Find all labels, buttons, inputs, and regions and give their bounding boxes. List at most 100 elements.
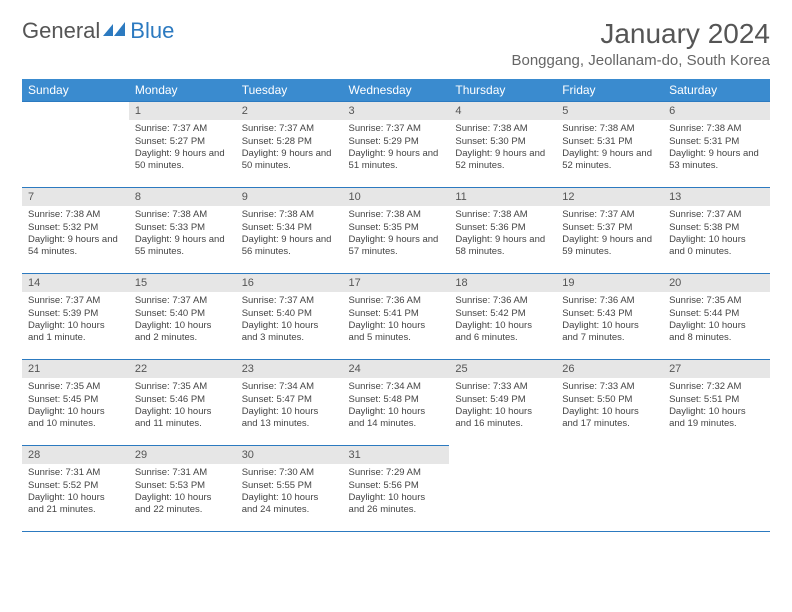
day-details: Sunrise: 7:33 AMSunset: 5:50 PMDaylight:… [556,378,663,434]
day-details: Sunrise: 7:37 AMSunset: 5:29 PMDaylight:… [343,120,450,176]
logo-text-blue: Blue [130,18,174,44]
day-cell: 12Sunrise: 7:37 AMSunset: 5:37 PMDayligh… [556,187,663,273]
day-number: 18 [449,273,556,292]
day-number: 2 [236,101,343,120]
weekday-header: Tuesday [236,79,343,101]
weekday-header-row: Sunday Monday Tuesday Wednesday Thursday… [22,79,770,101]
day-cell: 1Sunrise: 7:37 AMSunset: 5:27 PMDaylight… [129,101,236,187]
day-cell: 26Sunrise: 7:33 AMSunset: 5:50 PMDayligh… [556,359,663,445]
day-number: 13 [663,187,770,206]
day-details: Sunrise: 7:37 AMSunset: 5:39 PMDaylight:… [22,292,129,348]
day-cell: 22Sunrise: 7:35 AMSunset: 5:46 PMDayligh… [129,359,236,445]
day-cell: 18Sunrise: 7:36 AMSunset: 5:42 PMDayligh… [449,273,556,359]
day-number: 21 [22,359,129,378]
day-cell: 8Sunrise: 7:38 AMSunset: 5:33 PMDaylight… [129,187,236,273]
day-details: Sunrise: 7:35 AMSunset: 5:45 PMDaylight:… [22,378,129,434]
day-details: Sunrise: 7:30 AMSunset: 5:55 PMDaylight:… [236,464,343,520]
day-number: 24 [343,359,450,378]
day-details: Sunrise: 7:37 AMSunset: 5:40 PMDaylight:… [129,292,236,348]
month-title: January 2024 [511,18,770,50]
day-cell: 13Sunrise: 7:37 AMSunset: 5:38 PMDayligh… [663,187,770,273]
day-cell: 23Sunrise: 7:34 AMSunset: 5:47 PMDayligh… [236,359,343,445]
day-details: Sunrise: 7:38 AMSunset: 5:33 PMDaylight:… [129,206,236,262]
day-number: 12 [556,187,663,206]
day-number: 11 [449,187,556,206]
day-details: Sunrise: 7:38 AMSunset: 5:31 PMDaylight:… [556,120,663,176]
day-cell: 16Sunrise: 7:37 AMSunset: 5:40 PMDayligh… [236,273,343,359]
location: Bonggang, Jeollanam-do, South Korea [511,52,770,69]
day-number: 1 [129,101,236,120]
day-number: 27 [663,359,770,378]
logo: General Blue [22,18,174,44]
day-details: Sunrise: 7:37 AMSunset: 5:40 PMDaylight:… [236,292,343,348]
day-number: 20 [663,273,770,292]
day-cell: 11Sunrise: 7:38 AMSunset: 5:36 PMDayligh… [449,187,556,273]
day-details: Sunrise: 7:33 AMSunset: 5:49 PMDaylight:… [449,378,556,434]
calendar-body: 1Sunrise: 7:37 AMSunset: 5:27 PMDaylight… [22,101,770,532]
day-cell: 31Sunrise: 7:29 AMSunset: 5:56 PMDayligh… [343,445,450,531]
weekday-header: Monday [129,79,236,101]
empty-cell [22,101,129,187]
day-details: Sunrise: 7:37 AMSunset: 5:28 PMDaylight:… [236,120,343,176]
calendar-row: 1Sunrise: 7:37 AMSunset: 5:27 PMDaylight… [22,101,770,187]
day-cell: 28Sunrise: 7:31 AMSunset: 5:52 PMDayligh… [22,445,129,531]
day-cell: 15Sunrise: 7:37 AMSunset: 5:40 PMDayligh… [129,273,236,359]
day-number: 19 [556,273,663,292]
calendar-row: 21Sunrise: 7:35 AMSunset: 5:45 PMDayligh… [22,359,770,445]
day-number: 14 [22,273,129,292]
day-number: 7 [22,187,129,206]
day-details: Sunrise: 7:37 AMSunset: 5:27 PMDaylight:… [129,120,236,176]
day-number: 9 [236,187,343,206]
day-number: 28 [22,445,129,464]
logo-text-general: General [22,18,100,44]
day-number: 10 [343,187,450,206]
day-details: Sunrise: 7:29 AMSunset: 5:56 PMDaylight:… [343,464,450,520]
weekday-header: Wednesday [343,79,450,101]
day-details: Sunrise: 7:38 AMSunset: 5:32 PMDaylight:… [22,206,129,262]
day-cell: 10Sunrise: 7:38 AMSunset: 5:35 PMDayligh… [343,187,450,273]
day-cell: 30Sunrise: 7:30 AMSunset: 5:55 PMDayligh… [236,445,343,531]
calendar-table: Sunday Monday Tuesday Wednesday Thursday… [22,79,770,532]
day-number: 6 [663,101,770,120]
calendar-row: 7Sunrise: 7:38 AMSunset: 5:32 PMDaylight… [22,187,770,273]
header: General Blue January 2024 Bonggang, Jeol… [22,18,770,69]
day-details: Sunrise: 7:35 AMSunset: 5:46 PMDaylight:… [129,378,236,434]
empty-cell [663,445,770,531]
day-cell: 9Sunrise: 7:38 AMSunset: 5:34 PMDaylight… [236,187,343,273]
day-details: Sunrise: 7:36 AMSunset: 5:41 PMDaylight:… [343,292,450,348]
day-cell: 2Sunrise: 7:37 AMSunset: 5:28 PMDaylight… [236,101,343,187]
day-cell: 25Sunrise: 7:33 AMSunset: 5:49 PMDayligh… [449,359,556,445]
day-number: 16 [236,273,343,292]
empty-cell [449,445,556,531]
day-number: 8 [129,187,236,206]
day-details: Sunrise: 7:35 AMSunset: 5:44 PMDaylight:… [663,292,770,348]
weekday-header: Saturday [663,79,770,101]
day-cell: 29Sunrise: 7:31 AMSunset: 5:53 PMDayligh… [129,445,236,531]
day-details: Sunrise: 7:36 AMSunset: 5:43 PMDaylight:… [556,292,663,348]
weekday-header: Friday [556,79,663,101]
day-details: Sunrise: 7:38 AMSunset: 5:31 PMDaylight:… [663,120,770,176]
day-details: Sunrise: 7:38 AMSunset: 5:35 PMDaylight:… [343,206,450,262]
day-cell: 20Sunrise: 7:35 AMSunset: 5:44 PMDayligh… [663,273,770,359]
day-number: 5 [556,101,663,120]
day-cell: 6Sunrise: 7:38 AMSunset: 5:31 PMDaylight… [663,101,770,187]
day-cell: 19Sunrise: 7:36 AMSunset: 5:43 PMDayligh… [556,273,663,359]
day-details: Sunrise: 7:38 AMSunset: 5:36 PMDaylight:… [449,206,556,262]
day-number: 25 [449,359,556,378]
day-cell: 14Sunrise: 7:37 AMSunset: 5:39 PMDayligh… [22,273,129,359]
day-number: 3 [343,101,450,120]
day-details: Sunrise: 7:37 AMSunset: 5:37 PMDaylight:… [556,206,663,262]
day-cell: 17Sunrise: 7:36 AMSunset: 5:41 PMDayligh… [343,273,450,359]
day-cell: 4Sunrise: 7:38 AMSunset: 5:30 PMDaylight… [449,101,556,187]
day-number: 15 [129,273,236,292]
day-details: Sunrise: 7:37 AMSunset: 5:38 PMDaylight:… [663,206,770,262]
title-block: January 2024 Bonggang, Jeollanam-do, Sou… [511,18,770,69]
day-number: 31 [343,445,450,464]
day-cell: 21Sunrise: 7:35 AMSunset: 5:45 PMDayligh… [22,359,129,445]
day-details: Sunrise: 7:34 AMSunset: 5:48 PMDaylight:… [343,378,450,434]
day-details: Sunrise: 7:38 AMSunset: 5:34 PMDaylight:… [236,206,343,262]
day-number: 22 [129,359,236,378]
day-cell: 27Sunrise: 7:32 AMSunset: 5:51 PMDayligh… [663,359,770,445]
day-number: 4 [449,101,556,120]
day-details: Sunrise: 7:36 AMSunset: 5:42 PMDaylight:… [449,292,556,348]
